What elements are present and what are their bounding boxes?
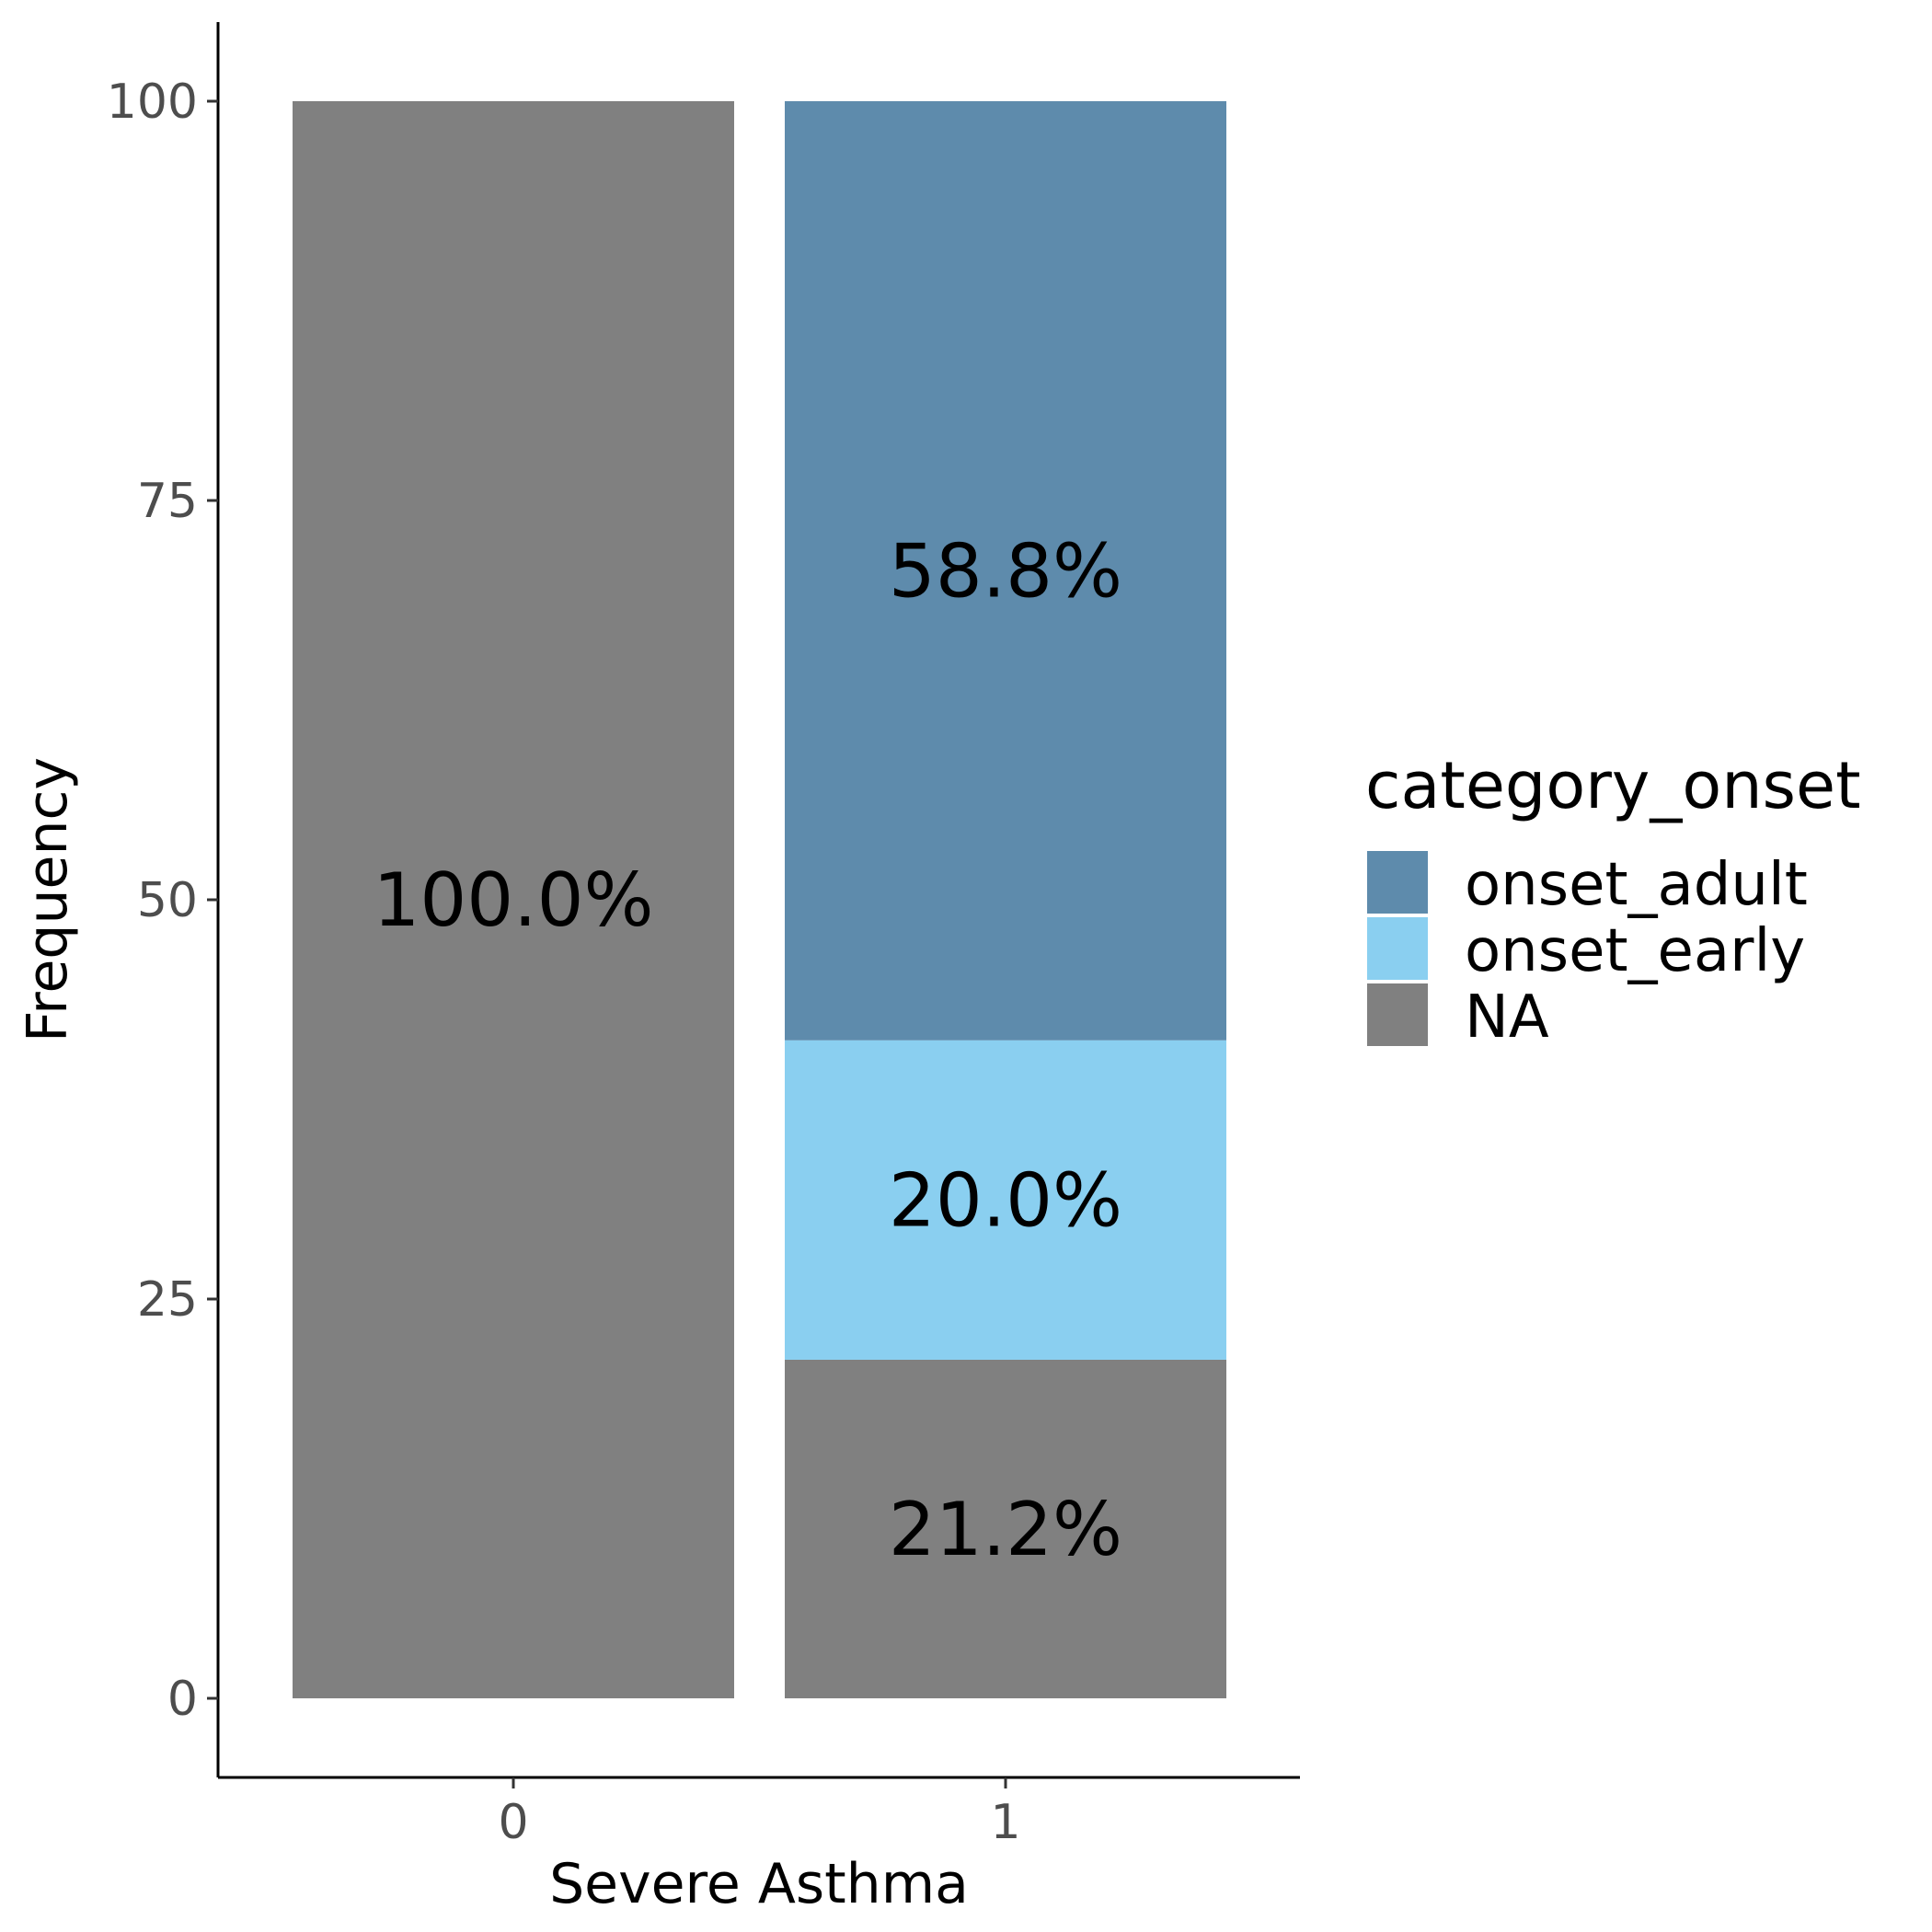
legend-label-na: NA — [1465, 983, 1549, 1052]
legend-key-onset-adult — [1367, 851, 1428, 914]
bars-layer — [293, 101, 1226, 1698]
bar-onset-early-cat-1 — [785, 1040, 1226, 1360]
data-label-onset-adult-cat-1: 58.8% — [889, 528, 1122, 614]
bar-na-cat-1 — [785, 1359, 1226, 1698]
data-label-na-cat-0: 100.0% — [373, 857, 653, 943]
legend-key-na — [1367, 983, 1428, 1046]
bar-na-cat-0 — [293, 101, 734, 1698]
x-tick-label: 1 — [990, 1795, 1020, 1850]
y-tick-label: 0 — [167, 1672, 198, 1727]
x-tick-label: 0 — [498, 1795, 528, 1850]
x-axis-title: Severe Asthma — [549, 1852, 969, 1916]
y-tick-label: 100 — [107, 75, 198, 130]
bar-onset-adult-cat-1 — [785, 101, 1226, 1041]
data-label-onset-early-cat-1: 20.0% — [889, 1157, 1122, 1243]
y-tick-label: 25 — [137, 1272, 198, 1328]
y-tick-label: 50 — [137, 873, 198, 928]
legend-label-onset-adult: onset_adult — [1465, 851, 1808, 919]
y-tick-label: 75 — [137, 474, 198, 529]
y-axis-title: Frequency — [16, 757, 80, 1042]
legend-key-onset-early — [1367, 917, 1428, 980]
bar-labels-layer: 100.0% 21.2% 20.0% 58.8% — [373, 528, 1122, 1572]
y-axis: 0 25 50 75 100 — [107, 22, 220, 1777]
data-label-na-cat-1: 21.2% — [889, 1487, 1122, 1572]
legend-label-onset-early: onset_early — [1465, 917, 1805, 985]
legend-title: category_onset — [1365, 748, 1861, 823]
